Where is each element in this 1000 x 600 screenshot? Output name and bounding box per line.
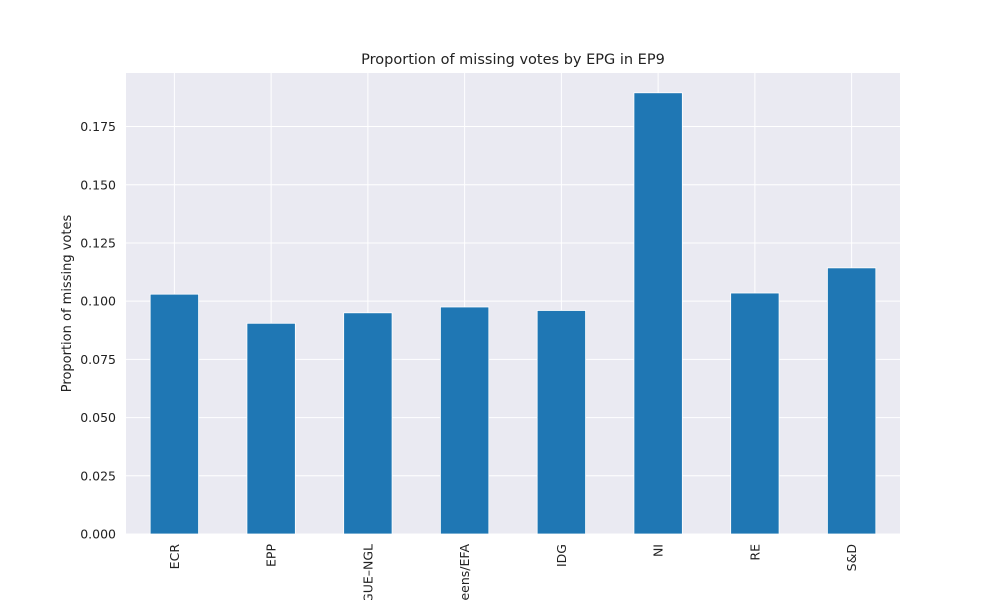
bar-gue-ngl xyxy=(343,312,393,535)
x-tick-label: NI xyxy=(651,544,666,557)
x-tick-label: Greens/EFA xyxy=(457,544,472,600)
y-tick-label: 0.150 xyxy=(80,177,116,192)
x-tick-label: S&D xyxy=(844,544,859,571)
x-tick-label: EPP xyxy=(264,544,279,567)
y-axis-ticks: 0.000 0.025 0.050 0.075 0.100 0.125 0.150 0.175 xyxy=(80,119,116,541)
bar-s-d xyxy=(827,267,877,535)
bar-idg xyxy=(536,310,586,535)
bar-epp xyxy=(246,322,296,535)
y-tick-label: 0.050 xyxy=(80,410,116,425)
plot-area xyxy=(126,73,900,534)
x-tick-label: RE xyxy=(747,544,762,561)
y-axis-label: Proportion of missing votes xyxy=(60,215,75,393)
bars-group xyxy=(149,92,877,535)
x-tick-label: GUE–NGL xyxy=(360,544,375,600)
y-tick-label: 0.175 xyxy=(80,119,116,134)
y-tick-label: 0.125 xyxy=(80,235,116,250)
x-axis-ticks: ECR EPP GUE–NGL Greens/EFA IDG NI RE S&D xyxy=(167,544,859,600)
bar-ecr xyxy=(149,293,199,535)
y-tick-label: 0.100 xyxy=(80,294,116,309)
bar-greens-efa xyxy=(440,306,490,535)
bar-ni xyxy=(633,92,683,535)
y-tick-label: 0.075 xyxy=(80,352,116,367)
x-tick-label: ECR xyxy=(167,544,182,570)
y-tick-label: 0.000 xyxy=(80,527,116,542)
bar-re xyxy=(730,292,780,535)
y-tick-label: 0.025 xyxy=(80,468,116,483)
chart-title: Proportion of missing votes by EPG in EP… xyxy=(361,52,665,68)
x-tick-label: IDG xyxy=(554,544,569,567)
